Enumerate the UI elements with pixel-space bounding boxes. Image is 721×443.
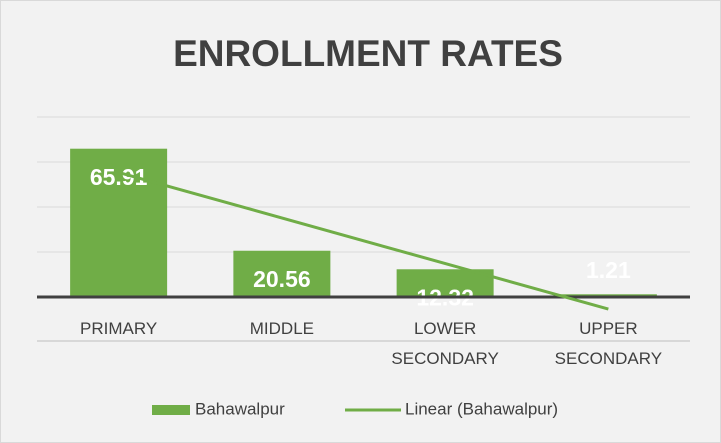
legend-label: Bahawalpur — [195, 399, 285, 418]
chart-title: ENROLLMENT RATES — [173, 33, 563, 74]
legend-label: Linear (Bahawalpur) — [405, 399, 558, 418]
data-label: 20.56 — [253, 266, 311, 292]
x-tick-label: LOWER SECONDARY — [391, 319, 499, 368]
x-tick-label: PRIMARY — [80, 319, 158, 338]
legend-swatch — [152, 405, 190, 415]
x-tick-label: UPPER SECONDARY — [554, 319, 663, 368]
x-tick-label: MIDDLE — [249, 319, 314, 338]
trendline — [118, 171, 609, 311]
data-label: 1.21 — [586, 257, 631, 283]
bar — [233, 250, 331, 297]
